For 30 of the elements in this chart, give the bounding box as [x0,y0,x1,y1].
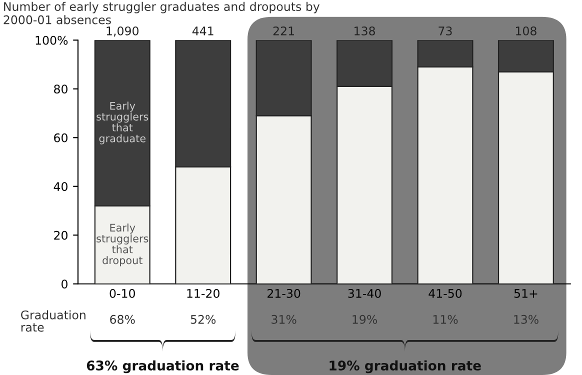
series-label: Early strugglers that dropout [96,224,148,266]
chart-title: Number of early struggler graduates and dropouts by 2000-01 absences [4,2,320,24]
y-tick-label: 40 [54,182,68,192]
text: Graduation rate [21,310,86,332]
annotation: 221 [273,26,294,36]
text: 19% graduation rate [330,360,481,374]
text: 63% graduation rate [86,360,239,374]
x-tick-label: 41-50 [428,288,462,298]
y-tick-label: 100% [36,36,68,45]
data-label: 68% [110,314,135,324]
y-tick-label: 20 [54,230,68,240]
x-tick-label: 0-10 [110,288,135,298]
data-label: 19% [352,314,377,324]
x-tick-label: 11-20 [187,288,220,298]
annotation: 1,090 [106,26,138,37]
x-tick-label: 31-40 [348,288,381,298]
data-label: 52% [190,314,216,324]
annotation: 73 [438,26,452,36]
annotation: 108 [516,26,536,36]
y-tick-label: 60 [54,133,68,142]
y-tick-label: 80 [54,84,68,94]
annotation: 441 [192,26,214,36]
data-label: 31% [272,314,296,324]
x-tick-label: 51+ [514,289,538,298]
annotation: 138 [354,26,375,36]
data-label: 11% [433,314,458,324]
data-label: 13% [514,314,538,324]
series-label: Early strugglers that graduate [96,102,148,144]
x-tick-label: 21-30 [268,288,300,298]
y-tick-label: 0 [62,280,68,289]
